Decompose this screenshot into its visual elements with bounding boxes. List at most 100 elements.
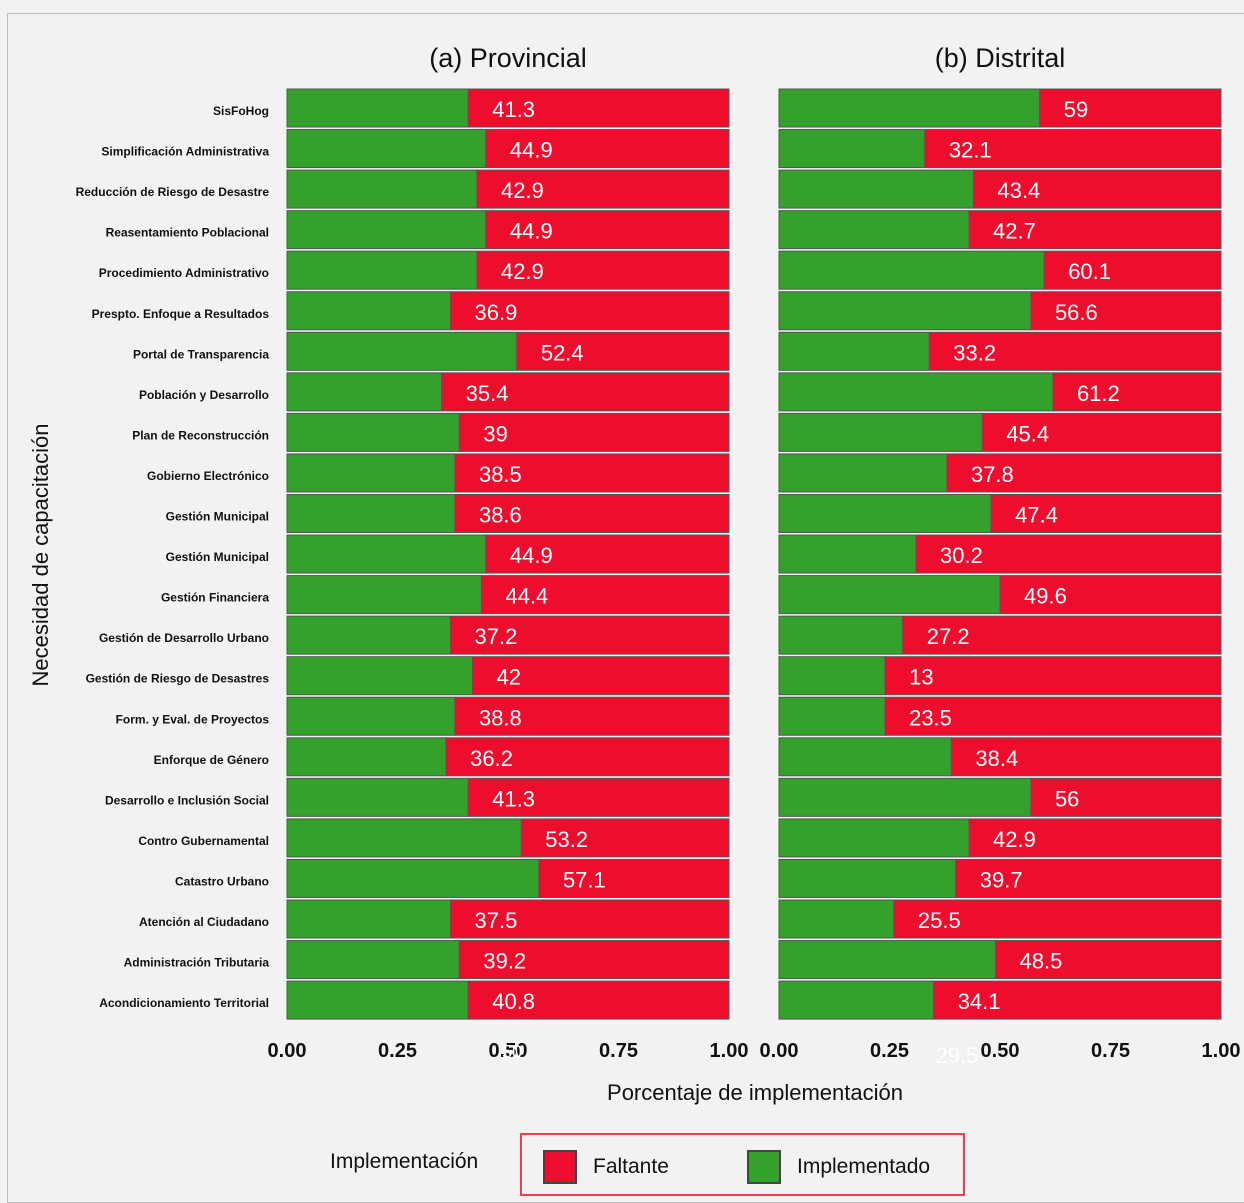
x-tick-label: 0.25 [870,1040,909,1062]
bar-implementado [286,818,522,858]
bar-faltante [955,858,1222,898]
bar-faltante [485,534,730,574]
bar-faltante [520,818,730,858]
data-label: 40.8 [492,989,535,1014]
bar-implementado [778,331,930,371]
bar-faltante [1043,250,1222,290]
bar-faltante [458,412,730,452]
bar-faltante [915,534,1222,574]
bar-implementado [778,453,948,493]
bar-implementado [778,88,1041,128]
x-tick-label: 0.75 [599,1040,638,1062]
data-label: 53.2 [545,827,588,852]
data-label: 41.3 [492,786,535,811]
bar-faltante [981,412,1222,452]
category-label: Catastro Urbano [175,874,269,888]
legend-box [520,1133,965,1196]
bar-implementado [286,494,456,533]
data-label: 35.4 [466,381,509,406]
category-label: Atención al Ciudadano [139,915,269,929]
bar-faltante [450,291,730,331]
category-label: Reasentamiento Poblacional [106,226,269,240]
x-tick-label: 0.00 [760,1040,799,1062]
data-label: 52.4 [541,340,584,365]
bar-implementado [286,534,487,574]
bar-faltante [454,696,730,736]
category-label: SisFoHog [213,104,269,118]
bar-faltante [454,453,730,493]
bar-implementado [778,210,970,250]
bar-faltante [999,575,1222,615]
y-axis-title: Necesidad de capacitación [28,424,53,687]
bar-faltante [933,980,1222,1020]
bar-faltante [928,331,1222,371]
category-label: Desarrollo e Inclusión Social [105,793,269,807]
data-label: 56.6 [1055,300,1098,325]
bar-faltante [458,940,730,980]
data-label: 44.9 [510,138,553,163]
x-tick-label: 0.75 [1091,1040,1130,1062]
category-label: Población y Desarrollo [139,388,269,402]
data-label: 57.1 [563,867,606,892]
bar-faltante [902,615,1222,655]
data-label: 38.5 [479,462,522,487]
data-label: 60.1 [1068,259,1111,284]
data-label: 44.9 [510,219,553,244]
bar-implementado [286,372,443,412]
category-label: Reducción de Riesgo de Desastre [76,185,270,199]
bar-implementado [778,129,926,169]
bar-implementado [286,980,469,1020]
bar-faltante [968,818,1222,858]
data-label: 42 [497,665,521,690]
x-tick-label: 0.50 [981,1040,1020,1062]
bar-faltante [480,575,730,615]
x-tick-label: 0.25 [378,1040,417,1062]
bar-implementado [286,858,540,898]
bar-implementado [286,575,482,615]
bar-implementado [778,534,917,574]
data-label: 23.5 [909,705,952,730]
bar-faltante [950,737,1222,777]
data-label: 37.8 [971,462,1014,487]
bar-faltante [472,656,730,696]
legend-swatch-implementado [747,1150,781,1184]
bar-faltante [441,372,730,412]
bar-implementado [286,129,487,169]
category-label: Form. y Eval. de Proyectos [116,712,270,726]
data-label: 33.2 [953,340,996,365]
data-label: 36.2 [470,746,513,771]
bar-implementado [778,250,1045,290]
bar-faltante [1039,88,1222,128]
category-label: Gestión Financiera [161,591,269,605]
data-label: 34.1 [958,989,1001,1014]
bar-faltante [995,940,1222,980]
data-label: 44.4 [505,584,548,609]
bar-faltante [924,129,1222,169]
data-label: 13 [909,665,933,690]
bar-implementado [778,696,886,736]
data-label: 30.2 [940,543,983,568]
data-label: 38.8 [479,705,522,730]
bar-implementado [286,291,452,331]
bar-implementado [778,737,952,777]
category-label: Procedimiento Administrativo [99,266,269,280]
bar-faltante [445,737,730,777]
bar-implementado [778,291,1032,331]
bar-faltante [968,210,1222,250]
data-label: 41.3 [492,97,535,122]
legend-item-implementado: Implementado [747,1150,930,1184]
legend-label-faltante: Faltante [593,1155,669,1178]
bar-faltante [1030,777,1222,817]
data-label: 39.2 [483,949,526,974]
x-tick-label: 0.50 [489,1040,528,1062]
bar-implementado [778,575,1001,615]
data-label: 43.4 [997,178,1040,203]
bar-faltante [454,494,730,533]
bar-faltante [884,696,1222,736]
data-label: 61.2 [1077,381,1120,406]
bar-implementado [778,980,935,1020]
x-tick-label: 1.00 [710,1040,749,1062]
bar-faltante [467,88,730,128]
panel-title-1: (b) Distrital [935,43,1066,73]
bar-faltante [485,129,730,169]
